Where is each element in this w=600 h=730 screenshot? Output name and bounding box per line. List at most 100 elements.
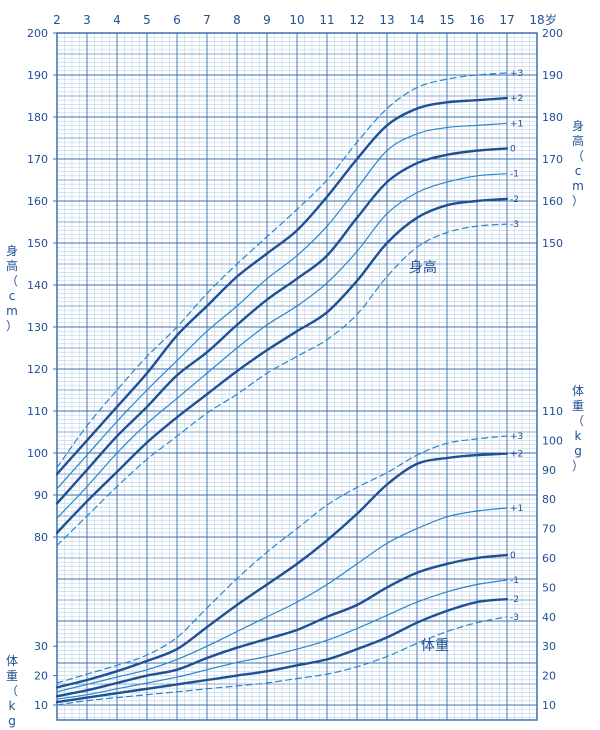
weight-tick-label: 50 <box>542 581 556 594</box>
height-series-line <box>56 223 508 546</box>
axis-title-char: m <box>6 304 18 318</box>
axis-title-char: ） <box>572 459 584 473</box>
weight-tick-label: 110 <box>542 405 563 418</box>
age-tick-label: 8 <box>233 13 241 27</box>
height-tick-label: 200 <box>542 27 563 40</box>
age-tick-label: 18 <box>529 13 544 27</box>
weight-group-label: 体重 <box>421 638 449 654</box>
weight-series-label: -2 <box>510 595 519 605</box>
age-tick-label: 4 <box>113 13 121 27</box>
weight-tick-label: 10 <box>542 699 556 712</box>
height-tick-label: 90 <box>34 489 48 502</box>
weight-series-label: +1 <box>510 504 523 514</box>
axis-titles: 身高（cm）身高（cm）体重（kg）体重（kg） <box>6 118 584 730</box>
weight-series-label: 0 <box>510 551 516 561</box>
age-tick-label: 14 <box>409 13 424 27</box>
axis-title-char: （ <box>6 274 18 288</box>
height-tick-label: 190 <box>542 69 563 82</box>
height-series-line <box>56 72 508 469</box>
height-tick-label: 150 <box>27 237 48 250</box>
weight-tick-label: 30 <box>542 640 556 653</box>
weight-series-line <box>55 452 509 689</box>
height-series <box>55 72 509 546</box>
series-labels: +3 +2 +1 0 -1 -2 -3 +3 +2 +1 0 -1 -2 -3 <box>510 69 523 623</box>
age-tick-label: 7 <box>203 13 211 27</box>
age-tick-label: 15 <box>439 13 454 27</box>
weight-series-label: -1 <box>510 576 519 586</box>
weight-tick-label: 60 <box>542 552 556 565</box>
age-tick-label: 16 <box>469 13 484 27</box>
height-axis-title-left: 身高（cm） <box>6 243 18 333</box>
age-tick-label: 11 <box>319 13 334 27</box>
age-tick-label: 6 <box>173 13 181 27</box>
weight-series-line <box>55 598 509 704</box>
age-tick-label: 17 <box>499 13 514 27</box>
axis-title-char: c <box>575 164 582 178</box>
height-series-line <box>56 122 508 490</box>
weight-series-line <box>56 579 508 700</box>
axis-title-char: 高 <box>572 133 584 148</box>
weight-tick-label: 90 <box>542 464 556 477</box>
height-tick-label: 200 <box>27 27 48 40</box>
age-unit-label: 岁 <box>545 12 557 27</box>
weight-tick-label: 30 <box>34 640 48 653</box>
height-tick-label: 110 <box>27 405 48 418</box>
weight-series-line <box>56 616 508 706</box>
height-series-label: -1 <box>510 170 519 180</box>
axis-title-char: 重 <box>6 669 18 683</box>
axis-title-char: （ <box>572 149 584 163</box>
height-tick-label: 140 <box>27 279 48 292</box>
height-tick-label: 130 <box>27 321 48 334</box>
age-tick-label: 9 <box>263 13 271 27</box>
height-series-line <box>55 96 509 476</box>
axis-title-char: 身 <box>6 243 18 258</box>
weight-tick-label: 70 <box>542 523 556 536</box>
weight-tick-label: 40 <box>542 611 556 624</box>
height-series-label: +3 <box>510 69 523 79</box>
chart-frame <box>56 32 538 721</box>
height-series-label: +1 <box>510 119 523 129</box>
age-tick-label: 5 <box>143 13 151 27</box>
axis-title-char: ） <box>6 319 18 333</box>
height-tick-label: 80 <box>34 531 48 544</box>
axis-title-char: ） <box>572 194 584 208</box>
age-tick-label: 2 <box>53 13 61 27</box>
right-tick-labels: 150 160 170 180 190 200 10 20 30 40 50 60 70 80 90 100 1… <box>542 27 563 712</box>
age-tick-label: 3 <box>83 13 91 27</box>
axis-title-char: 高 <box>6 258 18 273</box>
age-tick-label: 12 <box>349 13 364 27</box>
age-tick-labels: 2 3 4 5 6 7 8 9 10 11 12 13 14 15 16 17 18 <box>53 13 544 27</box>
height-tick-label: 150 <box>542 237 563 250</box>
height-tick-label: 180 <box>27 111 48 124</box>
axis-title-char: 重 <box>572 399 584 413</box>
height-series-label: +2 <box>510 94 523 104</box>
weight-series-line <box>56 435 508 684</box>
height-tick-label: 160 <box>27 195 48 208</box>
weight-series-line <box>56 507 508 693</box>
axis-title-char: g <box>8 714 16 728</box>
weight-series-label: +3 <box>510 432 523 442</box>
weight-tick-label: 10 <box>34 699 48 712</box>
height-tick-label: 160 <box>542 195 563 208</box>
height-tick-label: 190 <box>27 69 48 82</box>
height-series-line <box>56 173 508 519</box>
weight-axis-title-left: 体重（kg） <box>6 654 18 730</box>
height-series-label: 0 <box>510 145 516 155</box>
weight-series-label: +2 <box>510 450 523 460</box>
weight-series-line <box>55 553 509 698</box>
height-group-label: 身高 <box>409 259 437 276</box>
axis-title-char: （ <box>572 414 584 428</box>
weight-axis-title-right: 体重（kg） <box>572 384 584 473</box>
axis-title-char: g <box>574 444 582 458</box>
height-tick-label: 120 <box>27 363 48 376</box>
axis-title-char: （ <box>6 684 18 698</box>
axis-title-char: 体 <box>572 384 584 398</box>
axis-title-char: 体 <box>6 654 18 668</box>
height-series-label: -3 <box>510 220 519 230</box>
height-series-line <box>55 197 509 534</box>
height-series-line <box>55 147 509 505</box>
weight-tick-label: 100 <box>542 434 563 447</box>
weight-series <box>55 435 509 706</box>
left-tick-labels: 80 90 100 110 120 130 140 150 160 170 180 190 200 10 2… <box>27 27 57 712</box>
